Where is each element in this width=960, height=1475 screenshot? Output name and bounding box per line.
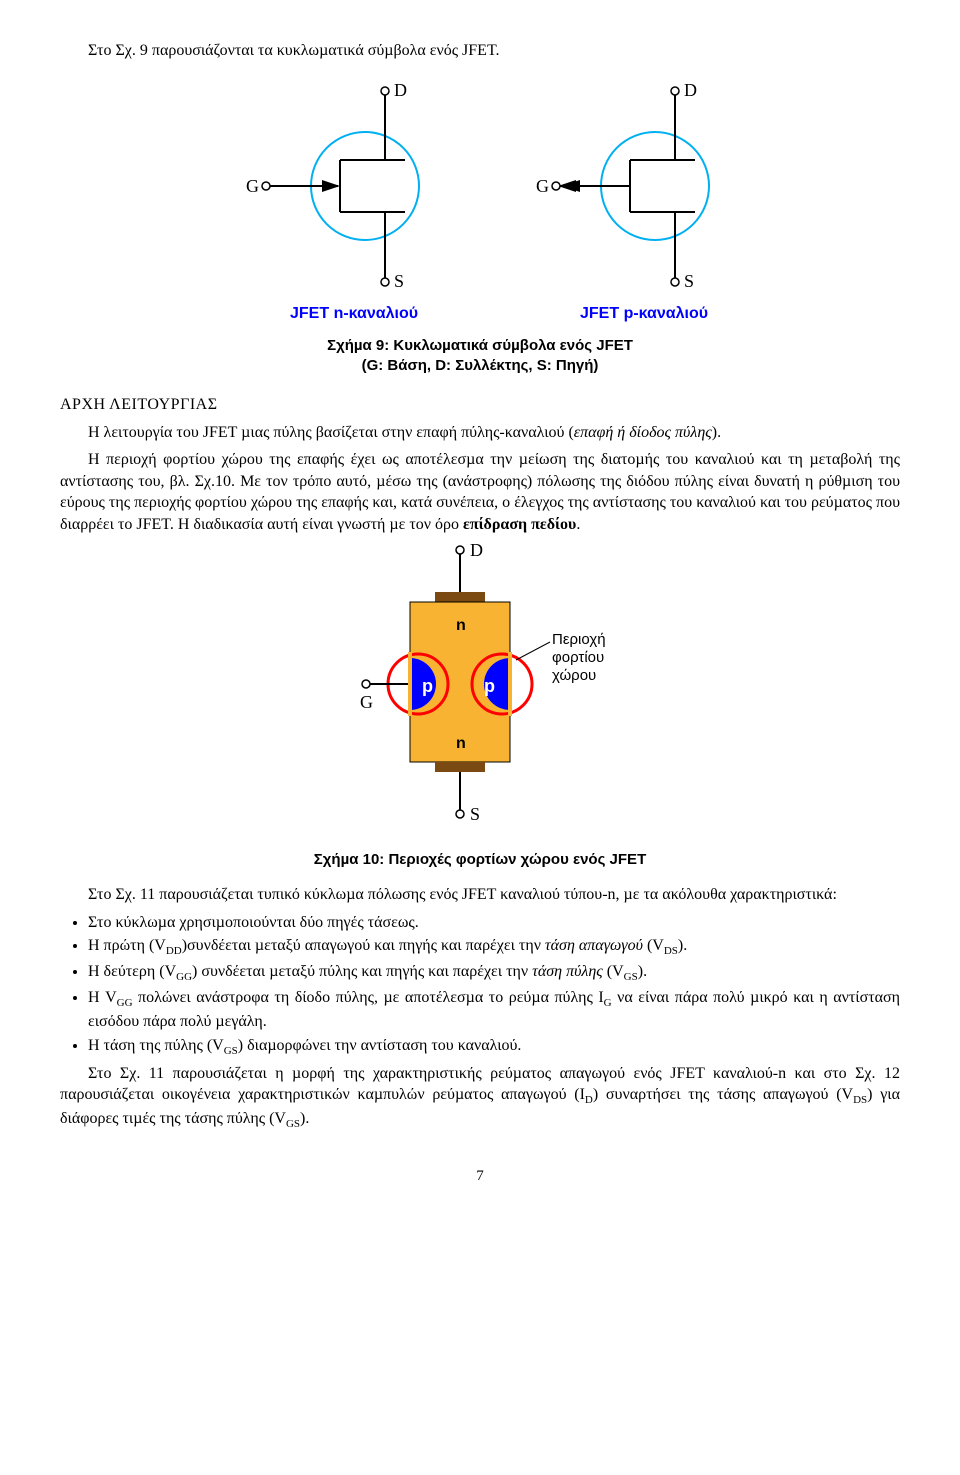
b3-a: Η δεύτερη (V xyxy=(88,963,176,980)
fig9-right-type: JFET p-καναλιού xyxy=(580,305,708,322)
figure-9: D S G D S xyxy=(60,68,900,328)
fig10-side-1: Περιοχή xyxy=(552,631,606,648)
b5-a: Η τάση της πύλης (V xyxy=(88,1037,224,1054)
fig9-g-label-left: G xyxy=(246,176,259,196)
fig9-left-type: JFET n-καναλιού xyxy=(290,305,418,322)
b3-sub1: GG xyxy=(176,971,192,983)
b4-a: Η V xyxy=(88,989,117,1006)
fig9-g-label-right: G xyxy=(536,176,549,196)
fig9-s-label-left: S xyxy=(394,271,404,291)
b2-sub2: DS xyxy=(664,945,678,957)
fig9-d-label-left: D xyxy=(394,80,407,100)
b3-c: (V xyxy=(603,963,624,980)
after-fig10-p1: Στο Σχ. 11 παρουσιάζεται τυπικό κύκλωµα … xyxy=(60,884,900,906)
fig10-d-label: D xyxy=(470,542,483,560)
fig9-caption-line2: (G: Βάση, D: Συλλέκτης, S: Πηγή) xyxy=(60,356,900,376)
body-p1-b: ). xyxy=(712,424,721,441)
bullet-5: Η τάση της πύλης (VGS) διαµορφώνει την α… xyxy=(88,1035,900,1059)
intro-line: Στο Σχ. 9 παρουσιάζονται τα κυκλωµατικά … xyxy=(60,40,900,62)
jfet-structure-svg: D S n n p p G Περιο xyxy=(300,542,660,842)
b5-b: ) διαµορφώνει την αντίσταση του καναλιού… xyxy=(238,1037,522,1054)
body-p1: Η λειτουργία του JFET µιας πύλης βασίζετ… xyxy=(60,422,900,444)
b4-b: πολώνει ανάστροφα τη δίοδο πύλης, µε απο… xyxy=(133,989,604,1006)
section-heading: ΑΡΧΗ ΛΕΙΤΟΥΡΓΙΑΣ xyxy=(60,394,900,416)
b2-a: Η πρώτη (V xyxy=(88,937,166,954)
bullet-3: Η δεύτερη (VGG) συνδέεται µεταξύ πύλης κ… xyxy=(88,961,900,985)
body-p2-c: . xyxy=(576,516,580,533)
fig10-s-label: S xyxy=(470,804,480,824)
b2-i: τάση απαγωγού xyxy=(545,937,643,954)
b2-d: ). xyxy=(678,937,687,954)
cp-s3: GS xyxy=(286,1119,300,1131)
fig10-side-2: φορτίου xyxy=(552,649,604,666)
b3-sub2: GS xyxy=(624,971,638,983)
b3-i: τάση πύλης xyxy=(532,963,603,980)
bullet-1: Στο κύκλωµα χρησιµοποιούνται δύο πηγές τ… xyxy=(88,912,900,934)
bullet-4: Η VGG πολώνει ανάστροφα τη δίοδο πύλης, … xyxy=(88,987,900,1033)
b2-b: )συνδέεται µεταξύ απαγωγού και πηγής και… xyxy=(182,937,545,954)
fig10-g-label: G xyxy=(360,692,373,712)
cp-s1: D xyxy=(585,1095,593,1107)
jfet-p-symbol: D S G xyxy=(536,80,709,291)
body-p2: Η περιοχή φορτίου χώρου της επαφής έχει … xyxy=(60,449,900,535)
page-number: 7 xyxy=(60,1166,900,1186)
cp-s2: DS xyxy=(853,1095,867,1107)
body-p2-bold: επίδραση πεδίου xyxy=(463,516,576,533)
b4-sub1: GG xyxy=(117,997,133,1009)
body-p1-i: επαφή ή δίοδος πύλης xyxy=(574,424,712,441)
b2-sub1: DD xyxy=(166,945,182,957)
fig9-caption-line1: Σχήµα 9: Κυκλωµατικά σύµβολα ενός JFET xyxy=(60,336,900,356)
figure-10: D S n n p p G Περιο xyxy=(60,542,900,842)
body-p1-a: Η λειτουργία του JFET µιας πύλης βασίζετ… xyxy=(88,424,574,441)
fig10-n-top: n xyxy=(456,617,466,634)
b2-c: (V xyxy=(643,937,664,954)
cp-d: ). xyxy=(300,1110,309,1127)
b4-sub2: G xyxy=(604,997,612,1009)
b3-d: ). xyxy=(638,963,647,980)
fig10-side-3: χώρου xyxy=(552,667,596,684)
cp-b: ) συναρτήσει της τάσης απαγωγού (V xyxy=(593,1086,853,1103)
fig9-s-label-right: S xyxy=(684,271,694,291)
fig9-caption: Σχήµα 9: Κυκλωµατικά σύµβολα ενός JFET (… xyxy=(60,336,900,377)
bullet-2: Η πρώτη (VDD)συνδέεται µεταξύ απαγωγού κ… xyxy=(88,935,900,959)
bullet-list: Στο κύκλωµα χρησιµοποιούνται δύο πηγές τ… xyxy=(60,912,900,1059)
closing-paragraph: Στο Σχ. 11 παρουσιάζεται η µορφή της χαρ… xyxy=(60,1063,900,1133)
fig10-caption: Σχήµα 10: Περιοχές φορτίων χώρου ενός JF… xyxy=(60,850,900,870)
fig10-p-left: p xyxy=(422,676,433,696)
b3-b: ) συνδέεται µεταξύ πύλης και πηγής και π… xyxy=(192,963,532,980)
b5-sub1: GS xyxy=(224,1045,238,1057)
fig9-d-label-right: D xyxy=(684,80,697,100)
jfet-n-symbol: D S G xyxy=(246,80,419,291)
fig10-p-right: p xyxy=(484,676,495,696)
fig10-n-bottom: n xyxy=(456,735,466,752)
jfet-symbols-svg: D S G D S xyxy=(180,68,780,328)
